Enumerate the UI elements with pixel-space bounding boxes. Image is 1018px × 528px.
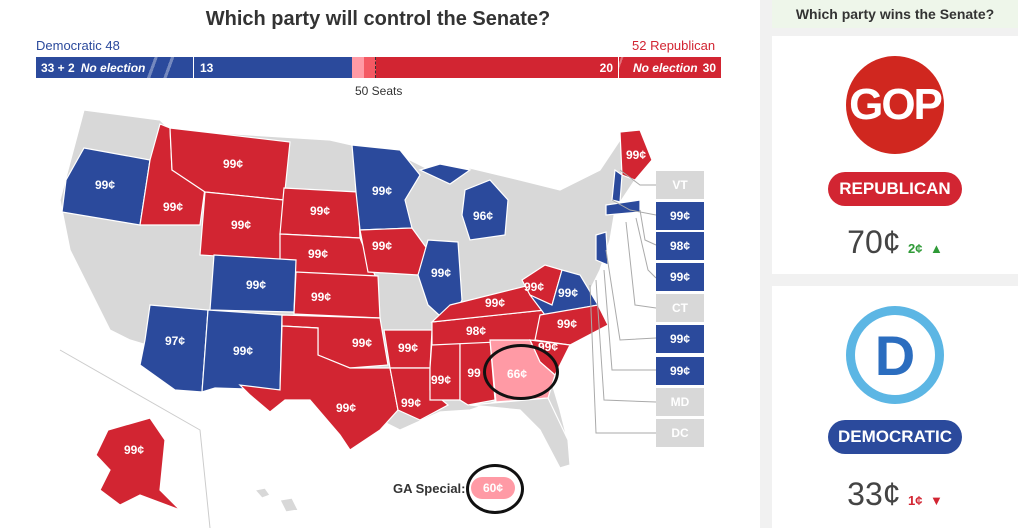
rep-contested-segment: 20 [376, 57, 619, 78]
rep-contested-count: 20 [599, 60, 613, 75]
price-texas[interactable]: 99¢ [335, 401, 357, 415]
price-idaho[interactable]: 99¢ [162, 200, 184, 214]
republican-price: 70¢ [847, 224, 901, 260]
state-kansas [293, 271, 381, 319]
state-minnesota [351, 144, 421, 231]
state-maine [619, 129, 653, 181]
price-louisiana[interactable]: 99¢ [400, 396, 422, 410]
rep-no-election-segment: No election 30 [619, 57, 721, 78]
rep-no-election-label: No election [632, 60, 698, 75]
small-state-leader-lines [589, 169, 657, 434]
price-new-mexico[interactable]: 99¢ [232, 344, 254, 358]
up-arrow-icon: ▲ [929, 241, 943, 256]
page-title: Which party will control the Senate? [205, 8, 551, 30]
down-arrow-icon: ▼ [929, 493, 943, 508]
republican-seat-count: 52 Republican [632, 38, 716, 53]
inset-separator [59, 349, 211, 528]
dem-no-election-label: No election [80, 60, 146, 75]
dem-contested-segment: 13 [193, 57, 352, 78]
price-nebraska[interactable]: 99¢ [307, 247, 329, 261]
fifty-seats-marker: 50 Seats [355, 84, 403, 98]
dem-no-election-count: 33 + 2 [41, 60, 75, 75]
state-iowa [359, 227, 429, 276]
price-mississippi[interactable]: 99¢ [430, 373, 452, 387]
senate-seat-bar: 33 + 2 No election 13 20 No election 30 [36, 57, 721, 78]
box-ct[interactable]: CT [656, 294, 704, 322]
republican-button[interactable]: REPUBLICAN [828, 172, 962, 206]
dem-no-election-segment: 33 + 2 No election [36, 57, 193, 78]
ga-special-label: GA Special: [393, 481, 466, 496]
democratic-change: 1¢ [908, 493, 923, 508]
democratic-logo: D [846, 306, 944, 404]
sidebar: Which party wins the Senate? GOP REPUBLI… [760, 0, 1018, 528]
state-new-jersey [595, 231, 609, 266]
price-oklahoma[interactable]: 99¢ [351, 336, 373, 350]
highlight-circle-ga-special [466, 464, 524, 514]
state-texas [238, 325, 399, 451]
dem-contested-count: 13 [200, 60, 214, 75]
state-michigan [461, 179, 509, 241]
sidebar-header: Which party wins the Senate? [772, 0, 1018, 28]
democratic-price: 33¢ [847, 476, 901, 512]
gop-logo: GOP [846, 56, 944, 154]
state-michigan-up [418, 163, 472, 185]
price-kentucky[interactable]: 99¢ [484, 296, 506, 310]
box-nh[interactable]: 99¢ [656, 202, 704, 230]
price-alaska[interactable]: 99¢ [123, 443, 145, 457]
state-mississippi [429, 339, 461, 401]
price-west-virginia[interactable]: 99¢ [523, 280, 545, 294]
gop-logo-text: GOP [849, 80, 943, 129]
price-oregon[interactable]: 99¢ [94, 178, 116, 192]
box-nj[interactable]: 99¢ [656, 325, 704, 353]
box-de[interactable]: 99¢ [656, 357, 704, 385]
box-ma[interactable]: 98¢ [656, 232, 704, 260]
price-montana[interactable]: 99¢ [222, 157, 244, 171]
state-new-hampshire [611, 168, 623, 203]
state-arizona [139, 304, 209, 393]
price-michigan[interactable]: 96¢ [472, 209, 494, 223]
price-maine[interactable]: 99¢ [625, 148, 647, 162]
state-alaska [95, 417, 181, 511]
state-north-carolina [534, 304, 609, 346]
price-virginia[interactable]: 99¢ [557, 286, 579, 300]
box-ri[interactable]: 99¢ [656, 263, 704, 291]
democratic-logo-text: D [874, 323, 916, 387]
democratic-card[interactable]: D DEMOCRATIC 33¢ 1¢ ▼ [772, 286, 1018, 528]
republican-odds: 70¢ 2¢ ▲ [772, 224, 1018, 261]
lean-rep-segment [352, 57, 364, 78]
price-north-carolina[interactable]: 99¢ [556, 317, 578, 331]
republican-change: 2¢ [908, 241, 923, 256]
price-alabama[interactable]: 99 [467, 366, 481, 380]
price-wyoming[interactable]: 99¢ [230, 218, 252, 232]
price-arkansas[interactable]: 99¢ [397, 341, 419, 355]
us-senate-map: 99¢ 99¢ 99¢ 99¢ 99¢ 99¢ 99¢ 99¢ 96¢ 99¢ … [0, 100, 756, 528]
price-tennessee[interactable]: 98¢ [465, 324, 487, 338]
price-kansas[interactable]: 99¢ [310, 290, 332, 304]
democratic-odds: 33¢ 1¢ ▼ [772, 476, 1018, 513]
democratic-button[interactable]: DEMOCRATIC [828, 420, 962, 454]
state-florida [469, 397, 571, 469]
state-oregon [61, 147, 151, 226]
democratic-seat-count: Democratic 48 [36, 38, 120, 53]
highlight-circle-georgia [483, 344, 559, 400]
box-md[interactable]: MD [656, 388, 704, 416]
box-dc[interactable]: DC [656, 419, 704, 447]
rep-no-election-count: 30 [702, 60, 716, 75]
price-minnesota[interactable]: 99¢ [371, 184, 393, 198]
price-iowa[interactable]: 99¢ [371, 239, 393, 253]
republican-card[interactable]: GOP REPUBLICAN 70¢ 2¢ ▲ [772, 36, 1018, 274]
price-illinois[interactable]: 99¢ [430, 266, 452, 280]
price-arizona[interactable]: 97¢ [164, 334, 186, 348]
price-south-dakota[interactable]: 99¢ [309, 204, 331, 218]
state-hawaii [253, 487, 299, 513]
box-vt[interactable]: VT [656, 171, 704, 199]
tossup-segment [364, 57, 376, 78]
us-map-svg [59, 109, 657, 528]
price-colorado[interactable]: 99¢ [245, 278, 267, 292]
